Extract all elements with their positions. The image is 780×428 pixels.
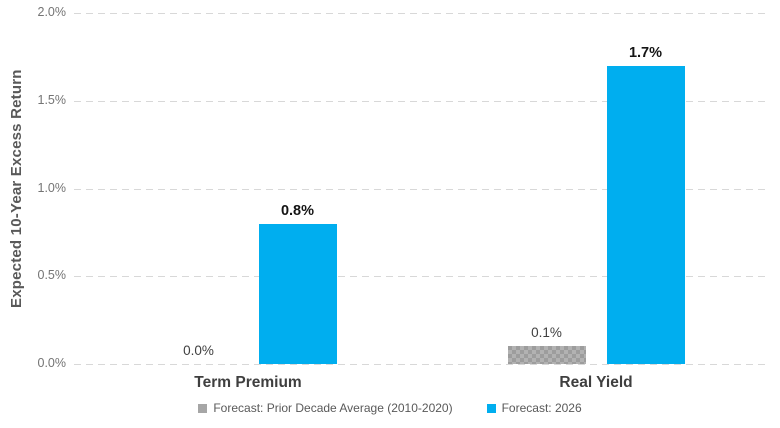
legend-label-forecast-2026: Forecast: 2026 — [501, 401, 582, 415]
gridline-0-5 — [74, 276, 770, 278]
legend-swatch-gray-icon — [198, 403, 208, 413]
bar-value-label: 0.1% — [531, 325, 562, 340]
y-axis-tick-label: 2.0% — [37, 5, 67, 19]
legend-label-prior-decade: Forecast: Prior Decade Average (2010-202… — [213, 401, 453, 415]
gridline-0-0 — [74, 364, 770, 365]
bar-term-premium-forecast-2026 — [258, 224, 337, 364]
gridline-2-0 — [74, 13, 770, 14]
legend-item-forecast-2026: Forecast: 2026 — [486, 401, 582, 415]
legend: Forecast: Prior Decade Average (2010-202… — [0, 401, 780, 415]
bar-value-label: 0.8% — [280, 203, 315, 219]
bar-value-label: 0.0% — [183, 343, 214, 358]
y-axis-tick-label: 0.0% — [37, 356, 67, 370]
gridline-1-5 — [74, 100, 770, 102]
legend-swatch-blue-icon — [486, 403, 496, 413]
category-label-real-yield: Real Yield — [559, 374, 633, 391]
bar-value-label: 1.7% — [628, 45, 663, 61]
bar-real-yield-forecast-prior-decade-average-2010-2020 — [507, 346, 586, 364]
gridline-1-0 — [74, 188, 770, 190]
y-axis-tick-label: 1.0% — [37, 180, 67, 195]
legend-item-prior-decade: Forecast: Prior Decade Average (2010-202… — [198, 401, 453, 415]
category-label-term-premium: Term Premium — [194, 374, 302, 391]
y-axis-tick-label: 1.5% — [37, 92, 67, 107]
bar-real-yield-forecast-2026 — [606, 66, 685, 364]
y-axis-tick-label: 0.5% — [37, 268, 67, 283]
